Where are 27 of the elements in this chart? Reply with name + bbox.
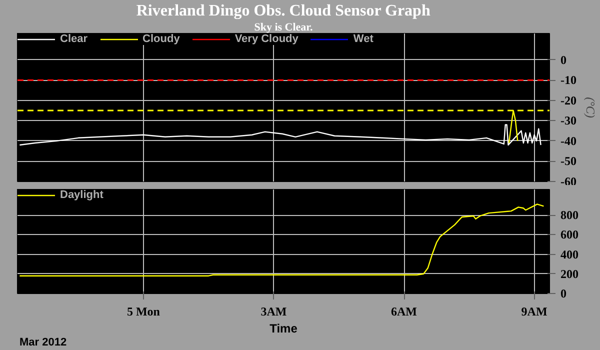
y-tick-label: -10: [560, 73, 576, 88]
x-tick-label: 9AM: [521, 304, 548, 318]
y-tick-label: 400: [560, 247, 578, 262]
legend-label: Daylight: [60, 189, 104, 201]
y-tick-label: -20: [560, 93, 576, 108]
x-tick-label: 5 Mon: [126, 304, 160, 318]
y-tick-label: -30: [560, 114, 576, 128]
x-axis-title: Time: [270, 322, 298, 336]
line-series: [19, 204, 544, 276]
y-tick-label: 0: [560, 286, 566, 300]
legend-label: Clear: [60, 33, 88, 45]
legend-label: Cloudy: [142, 33, 180, 45]
x-tick-label: 3AM: [260, 304, 287, 318]
y-tick-label: 0: [560, 52, 566, 67]
y-axis-title: (°C): [583, 97, 598, 118]
y-tick-label: -50: [560, 154, 576, 168]
chart-subtitle: Sky is Clear.: [254, 22, 314, 34]
text: Mar 2012: [20, 336, 67, 348]
y-tick-label: 800: [560, 208, 578, 222]
y-tick-label: -40: [560, 134, 576, 148]
legend-label: Wet: [353, 33, 374, 45]
y-tick-label: 200: [560, 266, 578, 281]
y-tick-label: 600: [560, 228, 578, 242]
chart-title: Riverland Dingo Obs. Cloud Sensor Graph: [136, 2, 430, 20]
legend-label: Very Cloudy: [234, 33, 298, 45]
line-series: [19, 124, 542, 146]
x-tick-label: 6AM: [391, 304, 418, 318]
